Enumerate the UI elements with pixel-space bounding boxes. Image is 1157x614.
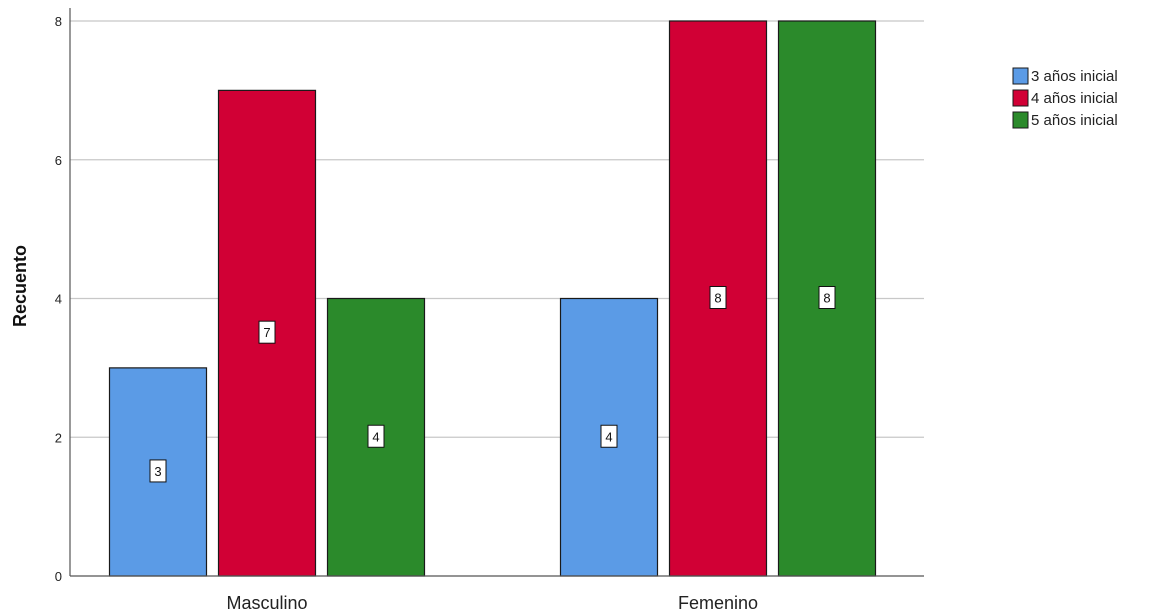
data-label: 7 [263, 325, 270, 340]
x-category-label: Femenino [678, 593, 758, 613]
y-tick-label: 0 [55, 569, 62, 584]
data-label: 4 [605, 429, 612, 444]
legend-label: 3 años inicial [1031, 68, 1118, 85]
data-label: 8 [714, 291, 721, 306]
y-tick-label: 4 [55, 292, 62, 307]
y-tick-label: 2 [55, 430, 62, 445]
data-label: 8 [823, 291, 830, 306]
legend-label: 5 años inicial [1031, 112, 1118, 129]
data-label-box [818, 286, 836, 309]
legend-swatch [1012, 89, 1029, 107]
data-label: 3 [154, 464, 161, 479]
data-label-box [149, 459, 167, 483]
y-tick-label: 8 [55, 14, 62, 29]
data-label-box [709, 286, 727, 309]
data-label-box [367, 424, 385, 448]
legend-swatch [1012, 111, 1029, 129]
legend-label: 4 años inicial [1031, 90, 1118, 107]
legend-swatch [1012, 67, 1029, 85]
data-label-box [600, 424, 618, 448]
x-category-label: Masculino [226, 593, 307, 613]
y-tick-label: 6 [55, 153, 62, 168]
data-label: 4 [372, 429, 379, 444]
y-axis-title: Recuento [10, 245, 30, 327]
data-label-box [258, 320, 276, 344]
